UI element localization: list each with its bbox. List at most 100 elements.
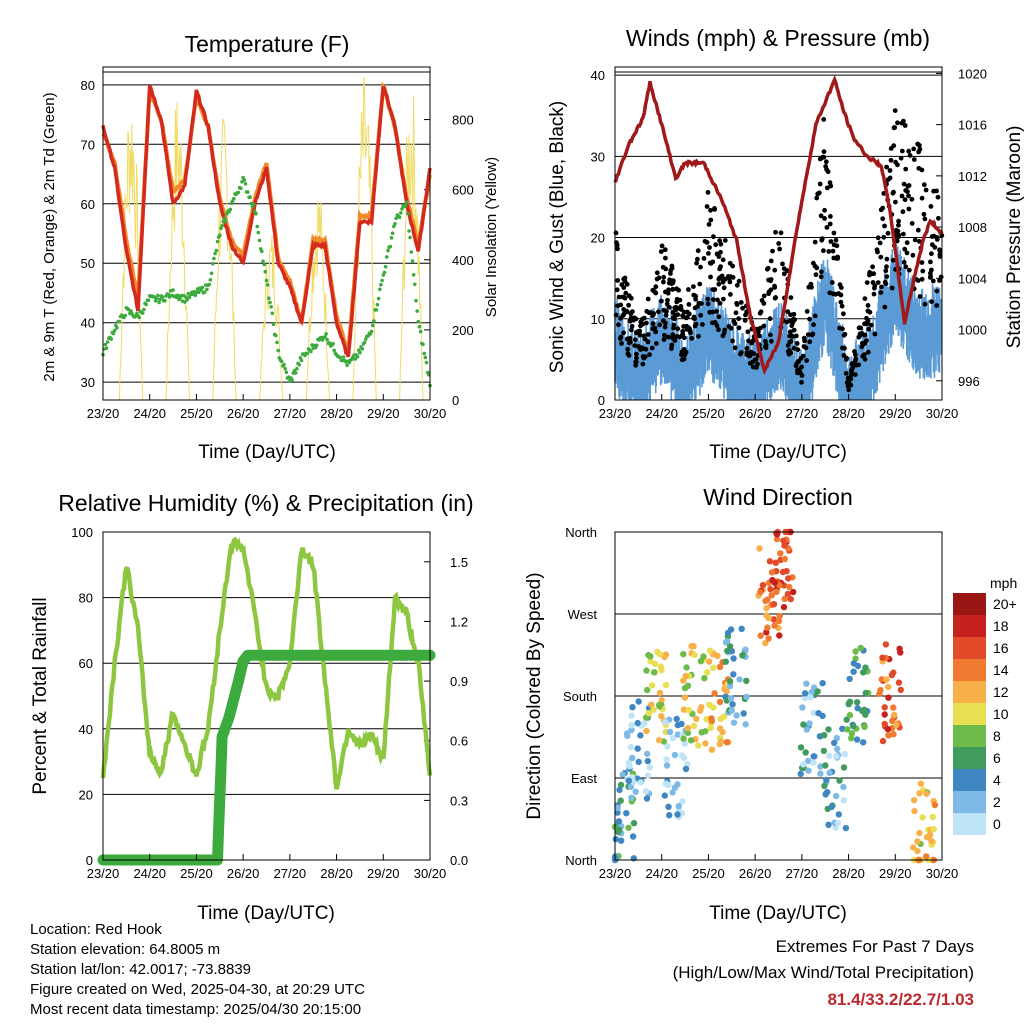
direction-point bbox=[680, 706, 688, 713]
gust-point bbox=[843, 357, 849, 362]
dewpoint-point bbox=[338, 355, 342, 360]
direction-point bbox=[916, 829, 923, 837]
direction-point bbox=[728, 707, 735, 714]
direction-point bbox=[834, 819, 842, 827]
gust-point bbox=[654, 270, 660, 276]
direction-point bbox=[923, 790, 930, 797]
x-tick-label: 27/20 bbox=[786, 406, 819, 421]
direction-point bbox=[617, 781, 625, 789]
direction-point bbox=[810, 709, 817, 717]
gust-point bbox=[826, 249, 832, 254]
gust-point bbox=[900, 209, 906, 215]
gust-point bbox=[880, 216, 886, 222]
direction-point bbox=[916, 790, 923, 797]
gust-point bbox=[788, 333, 794, 339]
x-tick-label: 26/20 bbox=[227, 866, 260, 881]
gust-point bbox=[715, 297, 720, 303]
gust-point bbox=[884, 264, 889, 270]
x-tick-label: 30/20 bbox=[926, 406, 959, 421]
gust-point bbox=[787, 329, 793, 335]
humidity-xlabel: Time (Day/UTC) bbox=[197, 903, 335, 924]
gust-point bbox=[669, 346, 674, 351]
dewpoint-point bbox=[284, 370, 289, 375]
dewpoint-point bbox=[209, 271, 214, 276]
gust-point bbox=[906, 267, 912, 273]
direction-point bbox=[617, 797, 624, 804]
gust-point bbox=[842, 345, 847, 351]
direction-point bbox=[826, 752, 833, 759]
gust-point bbox=[744, 352, 750, 358]
direction-point bbox=[846, 675, 853, 683]
gust-point bbox=[884, 256, 890, 262]
gust-point bbox=[666, 304, 672, 310]
x-tick-label: 23/20 bbox=[87, 866, 120, 881]
dewpoint-point bbox=[383, 264, 388, 269]
gust-point bbox=[696, 333, 701, 339]
x-tick-label: 27/20 bbox=[274, 866, 307, 881]
gust-point bbox=[710, 297, 716, 302]
colorbar-swatch bbox=[953, 791, 986, 813]
direction-point bbox=[846, 711, 854, 719]
gust-point bbox=[691, 284, 696, 289]
direction-point bbox=[772, 559, 779, 566]
gust-point bbox=[891, 125, 897, 131]
direction-point bbox=[888, 671, 895, 679]
gust-point bbox=[928, 204, 934, 209]
gust-point bbox=[772, 283, 777, 289]
direction-y-tick-label: South bbox=[563, 689, 597, 704]
direction-point bbox=[765, 635, 772, 642]
gust-point bbox=[887, 168, 893, 173]
direction-point bbox=[845, 701, 852, 708]
direction-point bbox=[644, 757, 651, 765]
gust-point bbox=[641, 315, 647, 321]
dewpoint-point bbox=[332, 348, 337, 353]
direction-point bbox=[833, 753, 840, 760]
dewpoint-point bbox=[175, 293, 180, 298]
gust-point bbox=[917, 294, 923, 299]
dewpoint-point bbox=[236, 190, 241, 195]
gust-point bbox=[640, 361, 646, 367]
direction-point bbox=[826, 769, 833, 777]
direction-point bbox=[878, 676, 885, 683]
direction-point bbox=[682, 765, 690, 773]
dewpoint-point bbox=[171, 288, 175, 292]
x-tick-label: 27/20 bbox=[786, 866, 819, 881]
humidity-y-tick-label: 100 bbox=[71, 525, 93, 540]
direction-point bbox=[848, 730, 856, 737]
gust-point bbox=[676, 287, 681, 293]
gust-point bbox=[822, 216, 827, 221]
gust-point bbox=[785, 309, 791, 314]
direction-point bbox=[817, 770, 824, 777]
gust-point bbox=[663, 289, 668, 295]
dewpoint-point bbox=[193, 293, 198, 298]
gust-point bbox=[781, 271, 787, 277]
direction-point bbox=[675, 802, 682, 810]
direction-point bbox=[628, 712, 635, 719]
gust-point bbox=[808, 281, 814, 287]
gust-point bbox=[657, 322, 663, 328]
direction-point bbox=[833, 792, 840, 800]
gust-point bbox=[738, 351, 743, 357]
gust-point bbox=[644, 320, 649, 326]
direction-point bbox=[728, 648, 736, 655]
dewpoint-point bbox=[184, 295, 188, 299]
gust-point bbox=[656, 275, 662, 281]
gust-point bbox=[825, 169, 831, 175]
direction-point bbox=[850, 722, 857, 730]
direction-point bbox=[674, 781, 681, 788]
direction-point bbox=[889, 717, 896, 725]
direction-point bbox=[637, 779, 644, 786]
dewpoint-point bbox=[411, 273, 416, 277]
winds-y2label: Station Pressure (Maroon) bbox=[1004, 126, 1024, 349]
gust-point bbox=[938, 274, 944, 280]
gust-point bbox=[705, 190, 711, 195]
gust-point bbox=[776, 241, 782, 246]
gust-point bbox=[675, 326, 681, 332]
gust-point bbox=[645, 339, 651, 345]
gust-point bbox=[936, 215, 941, 221]
dewpoint-point bbox=[160, 295, 165, 300]
gust-point bbox=[766, 291, 771, 297]
direction-point bbox=[629, 704, 636, 711]
gust-point bbox=[823, 164, 829, 169]
direction-point bbox=[688, 643, 695, 650]
